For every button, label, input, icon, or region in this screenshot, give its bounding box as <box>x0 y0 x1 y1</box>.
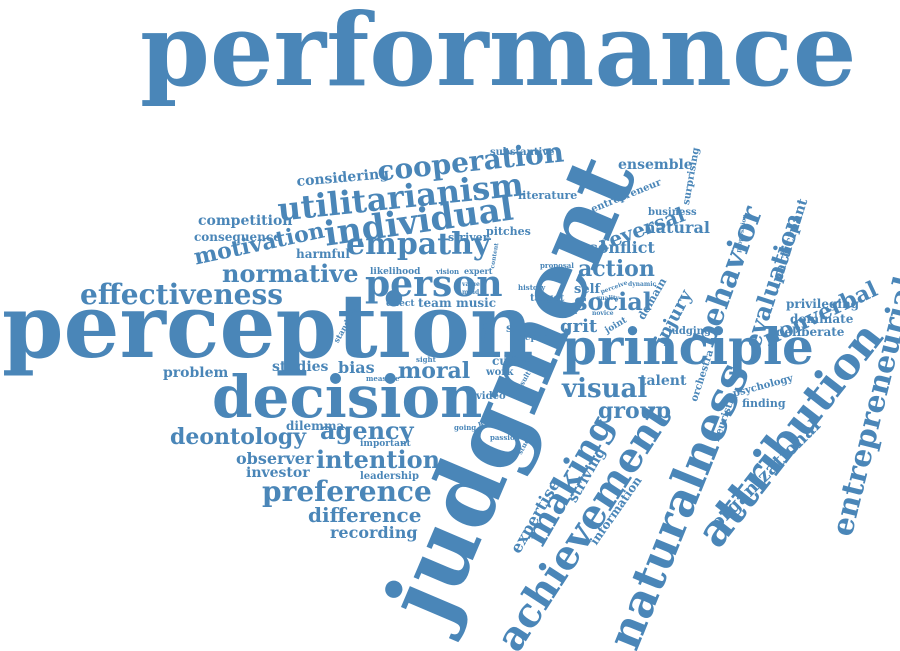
word-quality: quality <box>596 295 620 302</box>
word-recording: recording <box>330 523 418 542</box>
word-investor: investor <box>246 465 310 481</box>
word-rule: rule <box>504 310 516 316</box>
word-novice: novice <box>592 310 614 317</box>
word-reject: reject <box>514 358 531 364</box>
word-natural: natural <box>644 218 710 237</box>
word-measure: measure <box>366 374 400 383</box>
word-video: video <box>476 391 506 402</box>
word-cue: cue <box>492 354 516 368</box>
word-team: team <box>418 296 452 310</box>
word-substantive: substantive <box>490 147 555 158</box>
word-person: person <box>365 263 503 305</box>
word-likelihood: likelihood <box>370 267 421 277</box>
word-proposal: proposal <box>540 261 574 270</box>
word-target: target <box>530 293 565 304</box>
word-passion: passion <box>490 433 520 442</box>
word-value: value <box>462 281 480 288</box>
word-deontology: deontology <box>170 424 307 450</box>
word-effect: effect <box>386 299 415 309</box>
word-striver: striver <box>448 231 489 244</box>
word-agency: agency <box>320 416 414 445</box>
word-trust: trust <box>504 354 518 360</box>
word-report: report <box>520 333 552 343</box>
word-moral: moral <box>398 358 471 384</box>
word-grit: grit <box>560 316 598 337</box>
word-leadership: leadership <box>360 471 419 482</box>
word-dominate: dominate <box>790 312 854 326</box>
word-harmful: harmful <box>296 247 350 261</box>
word-mind: mind <box>462 289 480 296</box>
word-privileging: privileging <box>786 297 860 311</box>
word-social: social <box>574 287 652 316</box>
word-group: group <box>598 398 672 424</box>
word-performance: performance <box>140 0 857 109</box>
word-consequence: consequence <box>194 230 281 244</box>
word-finding: finding <box>742 397 786 410</box>
word-judging: judging <box>668 326 711 337</box>
word-bias: bias <box>338 358 375 377</box>
word-competition: competition <box>198 213 293 229</box>
word-problem: problem <box>163 365 229 381</box>
word-difference: difference <box>308 503 422 527</box>
word-vision: vision <box>436 267 460 276</box>
word-history: history <box>518 283 546 292</box>
word-visual: visual <box>562 374 648 404</box>
word-self: self <box>574 282 601 297</box>
word-observer: observer <box>236 449 314 468</box>
word-normative: normative <box>222 259 359 288</box>
word-dynamic: dynamic <box>628 281 657 288</box>
word-music: music <box>456 296 497 310</box>
word-wrong: wrong <box>478 419 503 428</box>
word-principle: principle <box>562 317 814 376</box>
word-action: action <box>578 256 655 282</box>
word-conflict: conflict <box>588 238 655 257</box>
word-sight: sight <box>416 355 436 364</box>
word-surprising: surprising <box>681 146 702 206</box>
word-pitch: pitch <box>560 309 578 316</box>
word-work: work <box>486 367 514 378</box>
word-snap: snap <box>506 321 538 335</box>
word-effectiveness: effectiveness <box>80 278 284 311</box>
word-intention: intention <box>316 445 441 474</box>
word-business: business <box>648 207 697 218</box>
word-perception: perception <box>2 274 534 378</box>
word-talent: talent <box>640 373 687 389</box>
word-going: going <box>454 423 477 432</box>
word-dilemma: dilemma <box>286 419 345 433</box>
word-literature: literature <box>518 189 578 202</box>
word-expert: expert <box>464 266 493 276</box>
word-decision: decision <box>212 363 483 431</box>
word-important: important <box>360 439 411 449</box>
word-ensemble: ensemble <box>618 157 693 173</box>
word-studies: studies <box>272 359 329 375</box>
word-pitches: pitches <box>486 225 531 238</box>
word-empathy: empathy <box>346 227 491 262</box>
word-deliberate: deliberate <box>776 325 845 339</box>
word-preference: preference <box>262 475 432 508</box>
